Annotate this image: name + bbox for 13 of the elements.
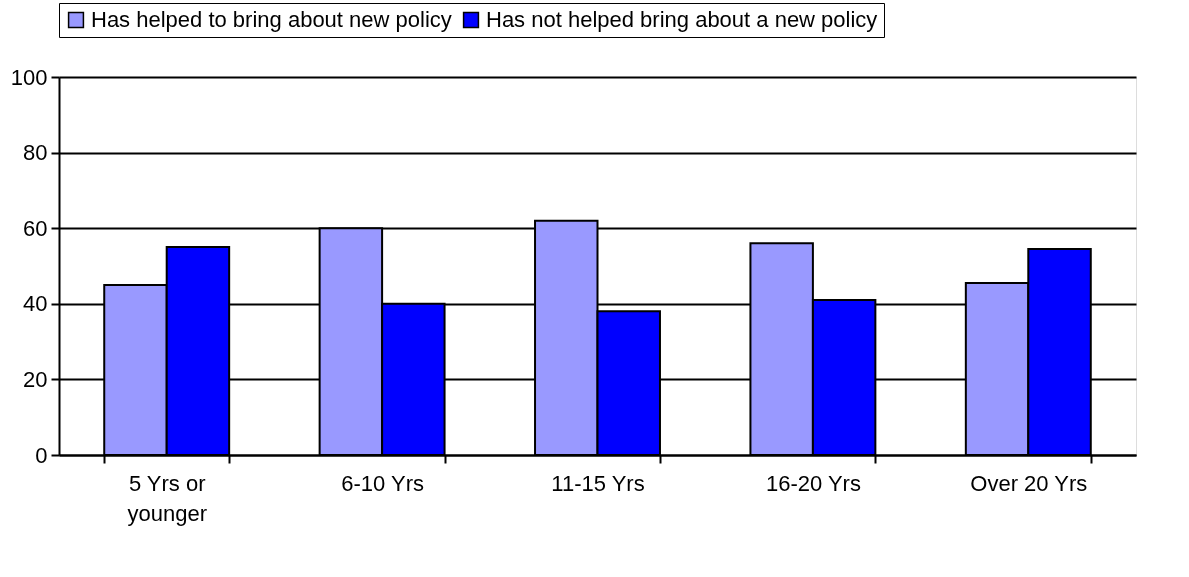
y-tick-label: 100 bbox=[10, 64, 48, 90]
x-tick-label: Over 20 Yrs bbox=[970, 470, 1088, 496]
legend-label: Has not helped bring about a new policy bbox=[486, 7, 878, 32]
x-tick-label: 6-10 Yrs bbox=[341, 470, 424, 496]
y-tick-label: 60 bbox=[23, 215, 48, 241]
legend-label: Has helped to bring about new policy bbox=[91, 7, 452, 32]
y-tick-label: 40 bbox=[23, 291, 48, 317]
x-tick-label: 5 Yrs or younger bbox=[127, 470, 207, 526]
y-tick-label: 20 bbox=[23, 366, 48, 392]
y-tick-label: 80 bbox=[23, 140, 48, 166]
x-tick-label: 16-20 Yrs bbox=[765, 470, 861, 496]
y-tick-label: 0 bbox=[35, 442, 48, 468]
x-tick-label: 11-15 Yrs bbox=[551, 470, 645, 496]
